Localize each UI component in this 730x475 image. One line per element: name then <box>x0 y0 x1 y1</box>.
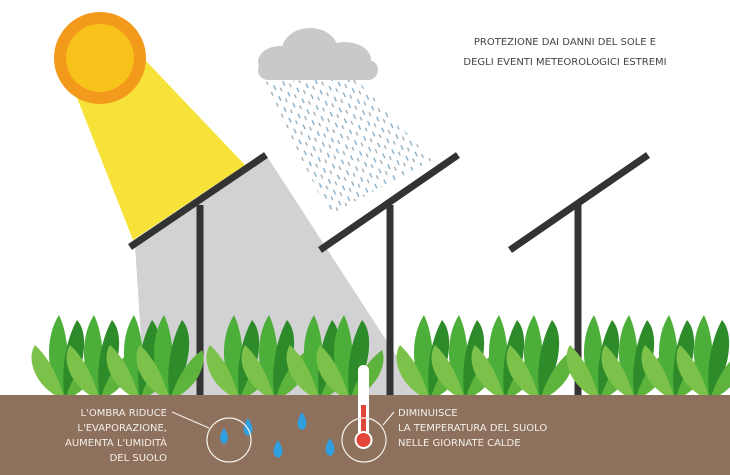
infographic: PROTEZIONE DAI DANNI DEL SOLE E DEGLI EV… <box>0 0 730 475</box>
caption-line: DEL SUOLO <box>110 453 168 464</box>
title-line: DEGLI EVENTI METEOROLOGICI ESTREMI <box>463 57 666 68</box>
caption-line: NELLE GIORNATE CALDE <box>398 438 521 449</box>
cloud <box>258 28 378 80</box>
caption-line: DIMINUISCE <box>398 408 458 419</box>
caption-line: LA TEMPERATURA DEL SUOLO <box>398 423 547 434</box>
title: PROTEZIONE DAI DANNI DEL SOLE E DEGLI EV… <box>463 37 666 68</box>
caption-line: AUMENTA L'UMIDITÀ <box>65 436 167 449</box>
sun <box>54 12 146 104</box>
caption-line: L'EVAPORAZIONE, <box>77 423 167 434</box>
title-line: PROTEZIONE DAI DANNI DEL SOLE E <box>474 37 656 48</box>
caption-line: L'OMBRA RIDUCE <box>81 408 167 419</box>
